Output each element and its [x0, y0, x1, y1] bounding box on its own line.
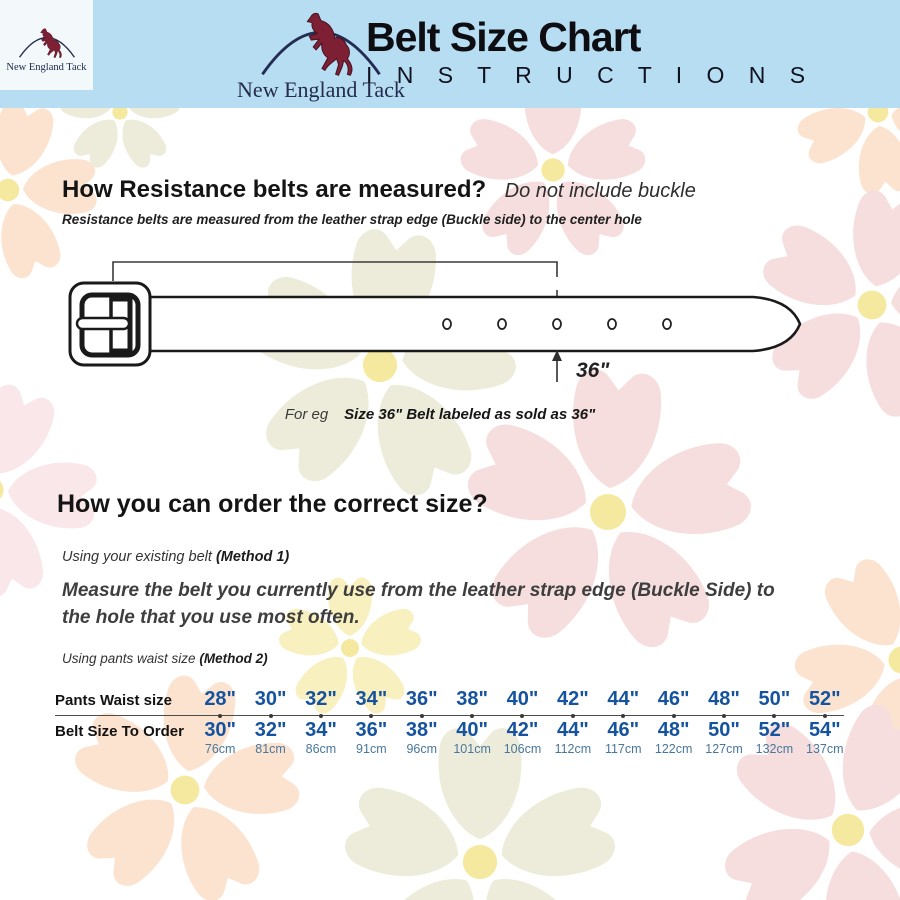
method1-line: Using your existing belt (Method 1) — [62, 549, 289, 565]
waist-value: 42" — [557, 688, 589, 710]
belt-value: 40" — [456, 719, 488, 741]
belt-strap — [148, 295, 802, 353]
belt-diagram: 36" — [68, 261, 802, 382]
cm-value: 112cm — [554, 742, 592, 756]
divider-dot — [749, 712, 799, 718]
belt-value: 32" — [254, 719, 287, 741]
belt-value: 34" — [305, 719, 337, 741]
measure-heading-row: How Resistance belts are measured? Do no… — [62, 176, 696, 204]
waist-values: 28" 30" 32" 34" 36" 38" 40" 42" 44" 46" 48" 50" 52" — [195, 688, 850, 711]
belt-values: 30" 32" 34" 36" 38" 40" 42" 44" 46" 48" 50" 52" 54" — [195, 719, 850, 742]
measure-heading-note: Do not include buckle — [504, 180, 696, 202]
method1-tag: (Method 1) — [215, 549, 290, 565]
page-subtitle: I N S T R U C T I O N S — [366, 62, 815, 88]
cm-value: 96cm — [406, 742, 438, 756]
divider-dot — [548, 712, 598, 718]
divider-dot — [598, 712, 648, 718]
header-banner: New England Tack New England Tack Belt S… — [0, 0, 900, 108]
divider-dot — [648, 712, 698, 718]
waist-row-label: Pants Waist size — [55, 692, 172, 709]
belt-holes — [442, 318, 672, 330]
divider-dot — [447, 712, 497, 718]
method2-line: Using pants waist size (Method 2) — [62, 651, 268, 666]
method2-tag: (Method 2) — [199, 651, 268, 666]
belt-value: 36" — [355, 719, 388, 741]
method2-label: Using pants waist size — [62, 651, 196, 666]
belt-row-label: Belt Size To Order — [55, 723, 184, 740]
measure-heading: How Resistance belts are measured? — [62, 176, 487, 203]
waist-value: 28" — [204, 688, 237, 710]
waist-value: 50" — [758, 688, 791, 710]
belt-value: 50" — [708, 719, 740, 741]
waist-value: 38" — [456, 688, 488, 710]
cm-value: 86cm — [305, 742, 337, 756]
order-heading: How you can order the correct size? — [57, 490, 488, 518]
method1-label: Using your existing belt — [62, 549, 212, 565]
cm-row: 76cm 81cm 86cm 91cm 96cm 101cm 106cm 112cm 117cm… — [55, 742, 850, 756]
waist-value: 34" — [355, 688, 388, 710]
divider-dot — [296, 712, 346, 718]
divider-dots — [195, 712, 850, 718]
waist-value: 32" — [305, 688, 337, 710]
caption-text: Size 36" Belt labeled as sold as 36" — [344, 406, 596, 423]
divider-dot — [346, 712, 396, 718]
belt-value: 44" — [557, 719, 589, 741]
cm-value: 122cm — [654, 742, 693, 756]
belt-value: 30" — [204, 719, 237, 741]
belt-caption: For eg Size 36" Belt labeled as sold as 3… — [0, 406, 880, 424]
divider-dot — [195, 712, 245, 718]
cm-value: 132cm — [755, 742, 794, 756]
buckle-prong — [75, 316, 131, 331]
waist-value: 52" — [808, 688, 841, 710]
belt-value: 46" — [607, 719, 640, 741]
divider-dot — [800, 712, 850, 718]
belt-value: 48" — [657, 719, 690, 741]
cm-value: 117cm — [604, 742, 642, 756]
cm-values: 76cm 81cm 86cm 91cm 96cm 101cm 106cm 112cm 117cm… — [195, 742, 850, 756]
page-title: Belt Size Chart — [366, 14, 641, 60]
waist-size-row: Pants Waist size 28" 30" 32" 34" 36" 38" 40" 42… — [55, 688, 850, 711]
table-divider — [55, 712, 850, 719]
brand-name-small: New England Tack — [6, 62, 87, 73]
waist-value: 36" — [405, 688, 438, 710]
belt-size-row: Belt Size To Order 30" 32" 34" 36" 38" 40" 42"… — [55, 719, 850, 742]
corner-logo-box: New England Tack — [0, 0, 93, 90]
measurement-bracket — [112, 261, 558, 281]
brand-name-large: New England Tack — [237, 77, 405, 102]
cm-value: 91cm — [356, 742, 387, 756]
belt-value: 38" — [405, 719, 438, 741]
caption-prefix: For eg — [284, 406, 329, 423]
waist-value: 40" — [506, 688, 539, 710]
cm-value: 101cm — [453, 742, 491, 756]
size-arrow-label: 36" — [576, 359, 610, 382]
size-table: Pants Waist size 28" 30" 32" 34" 36" 38" 40" 42… — [55, 688, 850, 756]
size-arrow — [552, 350, 562, 382]
belt-value: 52" — [758, 719, 791, 741]
title-block: Belt Size Chart I N S T R U C T I O N S — [366, 14, 814, 89]
horse-logo-icon — [15, 23, 79, 65]
measure-subheading: Resistance belts are measured from the l… — [62, 212, 642, 227]
waist-value: 30" — [254, 688, 287, 710]
order-instruction: Measure the belt you currently use from … — [62, 580, 775, 628]
cm-value: 81cm — [255, 742, 286, 756]
waist-value: 48" — [708, 688, 740, 710]
waist-value: 44" — [607, 688, 640, 710]
waist-value: 46" — [657, 688, 690, 710]
belt-value: 42" — [506, 719, 539, 741]
cm-value: 137cm — [806, 742, 844, 756]
cm-value: 106cm — [503, 742, 542, 756]
belt-value: 54" — [808, 719, 841, 741]
belt-buckle — [68, 281, 152, 367]
cm-value: 127cm — [705, 742, 743, 756]
center-logo: New England Tack — [228, 6, 414, 103]
divider-dot — [699, 712, 749, 718]
divider-dot — [497, 712, 547, 718]
divider-dot — [245, 712, 295, 718]
cm-value: 76cm — [204, 742, 236, 756]
divider-dot — [397, 712, 447, 718]
